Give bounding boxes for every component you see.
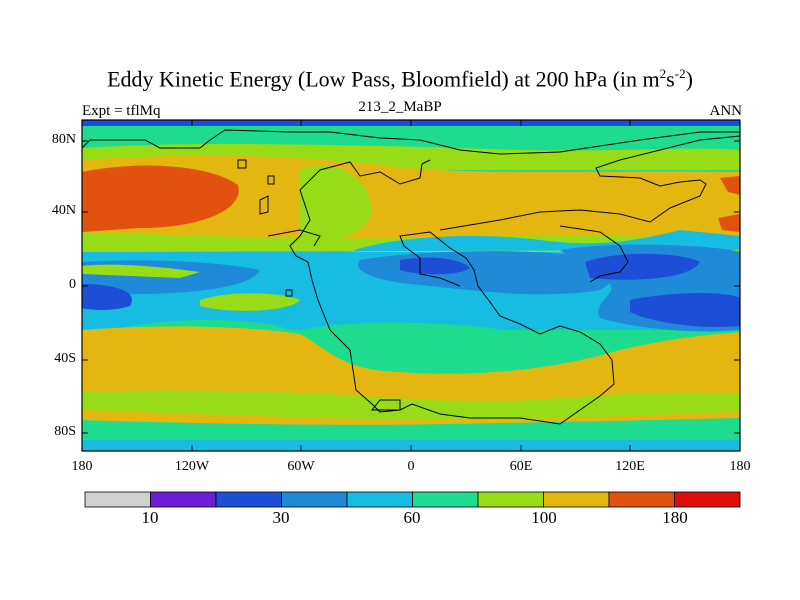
filled-contours bbox=[82, 120, 740, 451]
lat-label-0: 0 bbox=[69, 277, 76, 292]
lat-label-40s: 40S bbox=[54, 351, 76, 366]
lon-label-60w: 60W bbox=[287, 459, 315, 474]
colorbar-swatch bbox=[84, 491, 151, 508]
coastline-outlines bbox=[81, 129, 741, 425]
colorbar-swatch bbox=[477, 491, 544, 508]
lat-label-80n: 80N bbox=[51, 132, 76, 147]
colorbar-swatch bbox=[281, 491, 348, 508]
lon-label-180w: 180 bbox=[71, 459, 93, 474]
lon-label-120e: 120E bbox=[615, 459, 645, 474]
season-label: ANN bbox=[709, 103, 743, 119]
colorbar-label: 30 bbox=[272, 508, 290, 527]
lat-label-80s: 80S bbox=[54, 424, 76, 439]
axis-ticks bbox=[82, 120, 740, 451]
experiment-label: Expt = tflMq bbox=[82, 103, 161, 119]
lon-label-0: 0 bbox=[407, 459, 415, 474]
colorbar-swatch bbox=[346, 491, 413, 508]
plot-subtitle: 213_2_MaBP bbox=[358, 99, 442, 115]
colorbar-label: 100 bbox=[531, 508, 557, 527]
plot-title: Eddy Kinetic Energy (Low Pass, Bloomfiel… bbox=[107, 66, 693, 92]
colorbar-swatch bbox=[543, 491, 610, 508]
colorbar-swatch bbox=[412, 491, 479, 508]
lon-label-180e: 180 bbox=[729, 459, 751, 474]
colorbar-swatch bbox=[215, 491, 282, 508]
colorbar-label: 180 bbox=[662, 508, 688, 527]
lat-label-40n: 40N bbox=[51, 203, 76, 218]
colorbar-swatch bbox=[150, 491, 217, 508]
colorbar-label: 60 bbox=[403, 508, 421, 527]
colorbar bbox=[84, 491, 741, 508]
lon-label-120w: 120W bbox=[174, 459, 210, 474]
colorbar-label: 10 bbox=[141, 508, 159, 527]
colorbar-swatch bbox=[674, 491, 741, 508]
colorbar-swatch bbox=[608, 491, 675, 508]
lon-label-60e: 60E bbox=[509, 459, 533, 474]
